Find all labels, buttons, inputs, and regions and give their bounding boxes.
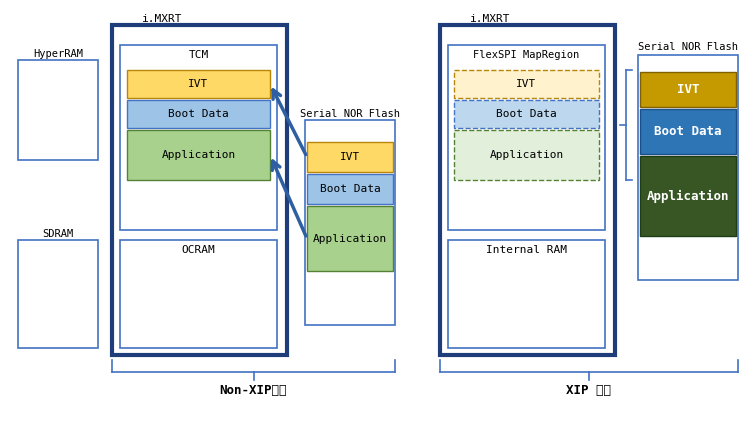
Text: Boot Data: Boot Data [320, 184, 380, 194]
Bar [112, 25, 287, 355]
Text: i.MXRT: i.MXRT [470, 14, 510, 24]
Bar [307, 174, 393, 204]
Text: IVT: IVT [340, 152, 360, 162]
Bar [454, 100, 599, 128]
Text: Application: Application [646, 190, 729, 203]
Text: HyperRAM: HyperRAM [33, 49, 83, 59]
Bar [638, 55, 738, 280]
Text: IVT: IVT [516, 79, 537, 89]
Text: TCM: TCM [188, 50, 209, 60]
Bar [120, 240, 277, 348]
Bar [640, 109, 736, 154]
Bar [120, 45, 277, 230]
Text: Internal RAM: Internal RAM [486, 245, 567, 255]
Text: Boot Data: Boot Data [168, 109, 229, 119]
Text: Boot Data: Boot Data [654, 125, 722, 138]
Text: Serial NOR Flash: Serial NOR Flash [300, 109, 400, 119]
Bar [448, 240, 605, 348]
Text: Serial NOR Flash: Serial NOR Flash [638, 42, 738, 52]
Text: XIP 启动: XIP 启动 [566, 383, 611, 396]
Bar [18, 240, 98, 348]
Bar [454, 70, 599, 98]
Text: FlexSPI MapRegion: FlexSPI MapRegion [473, 50, 580, 60]
Bar [640, 156, 736, 236]
Text: SDRAM: SDRAM [42, 229, 74, 239]
Bar [18, 60, 98, 160]
Bar [440, 25, 615, 355]
Text: IVT: IVT [676, 83, 699, 96]
Bar [307, 206, 393, 271]
Text: OCRAM: OCRAM [182, 245, 215, 255]
Text: Application: Application [313, 234, 387, 243]
Text: IVT: IVT [188, 79, 209, 89]
Bar [127, 130, 270, 180]
Bar [307, 142, 393, 172]
Bar [454, 130, 599, 180]
Bar [127, 100, 270, 128]
Text: Non-XIP启动: Non-XIP启动 [220, 383, 287, 396]
Bar [640, 72, 736, 107]
Bar [127, 70, 270, 98]
Text: Boot Data: Boot Data [496, 109, 556, 119]
Text: Application: Application [489, 150, 564, 160]
Text: i.MXRT: i.MXRT [142, 14, 182, 24]
Bar [448, 45, 605, 230]
Text: Application: Application [161, 150, 236, 160]
Bar [305, 120, 395, 325]
